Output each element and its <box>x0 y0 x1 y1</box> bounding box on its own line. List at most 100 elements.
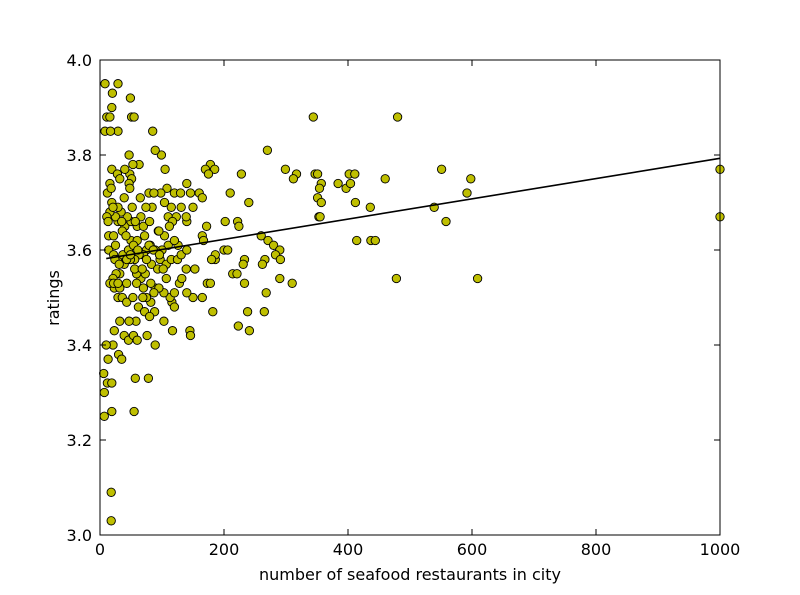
data-point <box>142 330 152 341</box>
data-point <box>167 326 178 336</box>
data-point <box>117 354 127 364</box>
data-point <box>370 235 380 246</box>
data-point <box>345 178 356 189</box>
x-tick-label: 0 <box>95 540 105 559</box>
data-point <box>132 335 142 345</box>
data-point <box>203 169 214 179</box>
x-axis-label: number of seafood restaurants in city <box>259 565 561 584</box>
data-point <box>166 202 176 212</box>
y-tick-label: 3.6 <box>67 241 92 260</box>
data-point <box>392 112 403 122</box>
data-point <box>391 273 402 284</box>
data-point <box>188 292 198 303</box>
data-point <box>113 278 123 288</box>
data-point <box>100 79 110 89</box>
ticks-layer: 0 200 400 600 800 1000 3.0 3.2 3.4 3.6 3.8 4.0 <box>67 51 741 559</box>
x-tick-label: 200 <box>209 540 240 559</box>
data-point <box>220 216 230 227</box>
y-tick-label: 4.0 <box>67 51 92 70</box>
data-point <box>210 164 220 174</box>
x-tick-label: 400 <box>333 540 364 559</box>
data-point <box>122 278 132 288</box>
data-point <box>177 273 187 284</box>
data-point <box>119 193 129 203</box>
data-point <box>109 326 119 336</box>
data-point <box>103 216 113 227</box>
data-point <box>135 193 145 203</box>
data-point <box>105 112 115 122</box>
data-point <box>176 202 186 212</box>
data-point <box>352 235 362 246</box>
data-point <box>128 159 138 170</box>
data-point <box>131 278 142 288</box>
data-point <box>244 197 254 208</box>
data-point <box>120 164 130 174</box>
data-point <box>280 164 291 174</box>
data-point <box>201 221 212 231</box>
data-point <box>121 231 131 241</box>
data-point <box>115 316 125 326</box>
data-point <box>107 378 117 388</box>
data-point <box>103 354 113 364</box>
data-point <box>365 202 375 212</box>
y-tick-label: 3.4 <box>67 336 92 355</box>
trend-line-layer <box>106 157 721 260</box>
data-point <box>149 288 159 298</box>
data-point <box>233 321 243 331</box>
data-point <box>149 188 159 198</box>
data-point <box>107 88 118 98</box>
data-point <box>141 254 152 265</box>
data-point <box>288 174 299 184</box>
data-point <box>156 150 167 160</box>
data-point <box>181 212 191 222</box>
data-point <box>107 406 117 417</box>
trend-line <box>106 157 721 260</box>
data-point <box>185 188 196 198</box>
data-point <box>137 264 147 274</box>
data-point <box>129 112 139 122</box>
data-point <box>106 183 116 193</box>
data-point <box>312 169 323 179</box>
data-point <box>206 254 217 265</box>
data-point <box>99 411 109 421</box>
data-point <box>129 406 139 417</box>
data-point <box>262 145 273 155</box>
data-point <box>188 202 198 212</box>
data-point <box>462 188 472 198</box>
data-point <box>472 273 483 284</box>
data-point <box>108 202 118 212</box>
data-point <box>159 197 170 208</box>
data-point <box>138 292 148 303</box>
data-point <box>242 307 253 317</box>
y-tick-label: 3.8 <box>67 146 92 165</box>
data-point <box>130 373 140 383</box>
data-point <box>238 259 248 269</box>
data-point <box>99 387 109 398</box>
data-point <box>161 273 171 284</box>
data-point <box>146 278 156 288</box>
data-point <box>169 235 180 246</box>
data-point <box>138 221 149 231</box>
data-point <box>141 202 151 212</box>
data-point <box>441 216 451 227</box>
data-point <box>99 368 109 379</box>
data-point <box>160 164 170 174</box>
data-point <box>350 197 361 208</box>
data-point <box>127 202 137 212</box>
data-point <box>236 169 247 179</box>
data-point <box>182 178 192 189</box>
y-tick-label: 3.0 <box>67 526 92 545</box>
data-point <box>106 487 116 497</box>
data-point <box>315 212 325 222</box>
data-point <box>197 292 207 303</box>
data-point <box>436 164 447 174</box>
y-tick-label: 3.2 <box>67 431 92 450</box>
data-point <box>169 302 180 312</box>
data-point <box>159 316 169 326</box>
data-point <box>122 297 132 307</box>
data-point <box>466 174 476 184</box>
data-point <box>158 264 168 274</box>
data-point <box>185 330 196 341</box>
data-point <box>275 254 286 265</box>
